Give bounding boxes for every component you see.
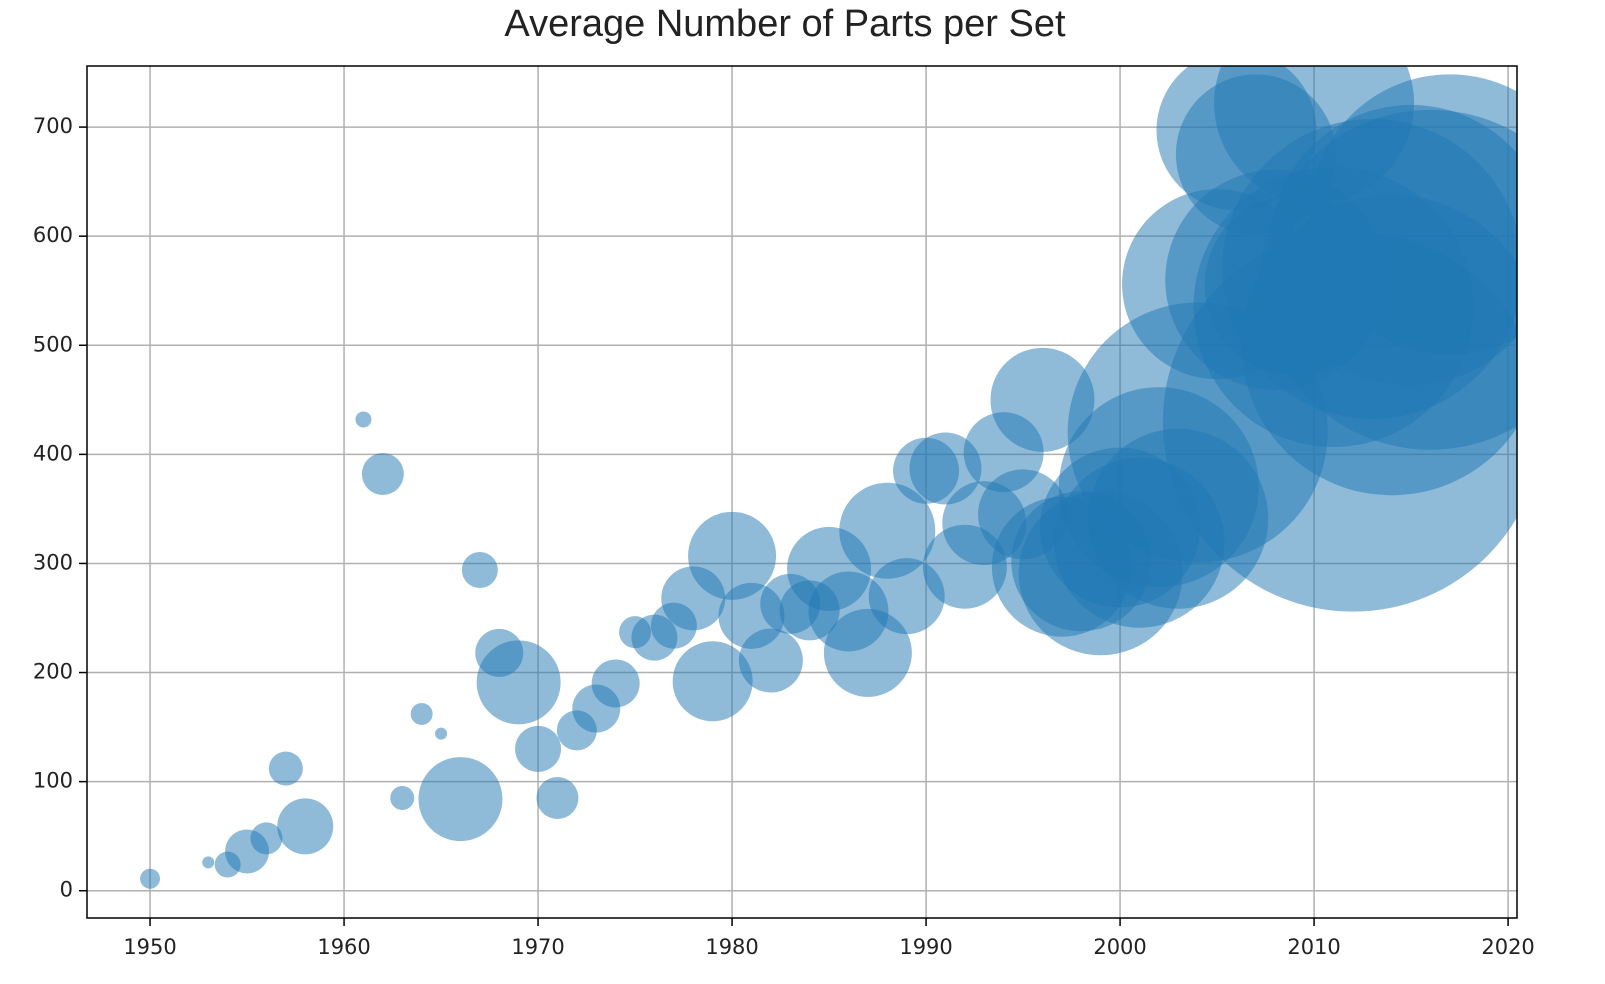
bubble <box>1309 74 1517 355</box>
y-tick-label: 400 <box>33 441 73 465</box>
axes: 0 100 200 300 400 500 600 700 1950 1960 1970 1980 19… <box>33 114 1535 959</box>
bubble <box>688 511 777 600</box>
y-tick-label: 200 <box>33 660 73 684</box>
bubble <box>268 751 303 786</box>
y-tick-label: 300 <box>33 550 73 574</box>
y-tick-label: 100 <box>33 769 73 793</box>
bubble <box>277 798 334 855</box>
y-tick-label: 0 <box>60 878 73 902</box>
x-tick-label: 2000 <box>1093 935 1146 959</box>
bubble <box>839 482 936 579</box>
bubble <box>536 777 579 819</box>
plot-frame <box>86 65 1518 919</box>
x-tick-label: 2010 <box>1287 935 1340 959</box>
x-tick-label: 1960 <box>317 935 370 959</box>
y-tick-label: 700 <box>33 114 73 138</box>
bubble <box>515 725 562 772</box>
bubble <box>361 453 404 495</box>
chart-title: Average Number of Parts per Set <box>504 3 1066 45</box>
bubble <box>909 432 982 505</box>
bubble <box>476 640 561 725</box>
bubble <box>435 727 448 740</box>
y-tick-label: 500 <box>33 332 73 356</box>
bubble <box>461 552 498 588</box>
y-tick-label: 600 <box>33 223 73 247</box>
bubbles <box>140 66 1517 889</box>
bubble <box>410 703 433 725</box>
x-tick-label: 1980 <box>705 935 758 959</box>
x-tick-label: 1950 <box>123 935 176 959</box>
bubble <box>418 757 503 842</box>
bubble <box>591 659 640 708</box>
bubble <box>672 641 753 722</box>
bubble <box>250 822 283 855</box>
x-tick-label: 1970 <box>511 935 564 959</box>
x-tick-label: 2020 <box>1481 935 1534 959</box>
bubble <box>823 608 912 697</box>
bubble <box>202 856 215 869</box>
x-tick-label: 1990 <box>899 935 952 959</box>
bubble <box>738 628 803 693</box>
bubble <box>140 868 161 889</box>
bubble <box>355 411 372 428</box>
bubble <box>390 786 415 810</box>
